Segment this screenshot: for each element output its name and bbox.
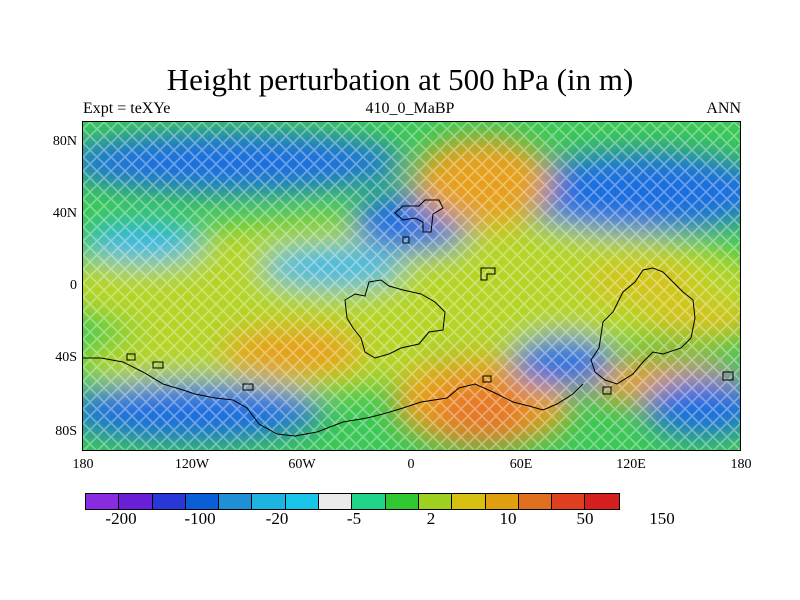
contour-map: [83, 122, 740, 450]
colorbar-box-1: [119, 494, 153, 509]
colorbar-box-10: [418, 494, 453, 509]
colorbar-box-0: [86, 494, 120, 509]
coastline-segment: [126, 353, 136, 361]
colorbar-label: -200: [105, 509, 137, 528]
colorbar-box-9: [385, 494, 419, 509]
coastline-segment: [344, 279, 446, 359]
colorbar-label: -5: [346, 509, 362, 528]
colorbar-box-12: [485, 494, 519, 509]
map-panel: [82, 121, 741, 451]
lon-label-60e: 60E: [509, 457, 533, 472]
colorbar-box-4: [219, 494, 253, 509]
colorbar-box-6: [285, 494, 320, 509]
coastline-segment: [394, 199, 444, 233]
colorbar-label: -20: [265, 509, 289, 528]
colorbar-label: -100: [184, 509, 216, 528]
colorbar-box-13: [518, 494, 553, 509]
colorbar-label: 150: [649, 509, 675, 528]
coastline-segment: [722, 371, 734, 381]
lon-label-180e: 180: [730, 457, 752, 472]
coastline-segment: [482, 375, 492, 383]
colorbar-label: 2: [426, 509, 436, 528]
colorbar-box-2: [152, 494, 186, 509]
colorbar-box-8: [352, 494, 386, 509]
lat-label-80s: 80S: [55, 424, 77, 439]
colorbar-label: 10: [499, 509, 517, 528]
lon-label-0: 0: [407, 457, 415, 472]
hatch-overlay: [83, 122, 740, 450]
lon-label-120e: 120E: [616, 457, 646, 472]
coastline-segment: [590, 267, 696, 385]
lon-label-60w: 60W: [288, 457, 316, 472]
coastline-segment: [152, 361, 164, 369]
plot-title: Height perturbation at 500 hPa (in m): [166, 62, 634, 97]
time-label: 410_0_MaBP: [365, 100, 455, 117]
colorbar-label: 50: [576, 509, 594, 528]
coastlines: [83, 199, 734, 437]
colorbar-box-3: [185, 494, 220, 509]
lat-label-40n: 40N: [52, 206, 77, 221]
season-label: ANN: [706, 100, 741, 117]
coastline-segment: [402, 236, 410, 244]
lat-label-80n: 80N: [52, 134, 77, 149]
lon-label-120w: 120W: [174, 457, 210, 472]
lat-label-40s: 40S: [55, 350, 77, 365]
colorbar-box-5: [252, 494, 286, 509]
lon-label-180w: 180: [72, 457, 94, 472]
colorbar-box-15: [585, 494, 619, 509]
colorbar-box-11: [452, 494, 486, 509]
colorbar-box-7: [319, 494, 353, 509]
lat-label-0: 0: [70, 278, 77, 293]
coastline-segment: [83, 357, 584, 437]
colorbar: [85, 493, 620, 510]
coastline-segment: [480, 267, 496, 281]
colorbar-box-14: [552, 494, 586, 509]
coastline-segment: [602, 386, 612, 395]
experiment-label: Expt = teXYe: [83, 100, 171, 117]
coastline-segment: [242, 383, 254, 391]
